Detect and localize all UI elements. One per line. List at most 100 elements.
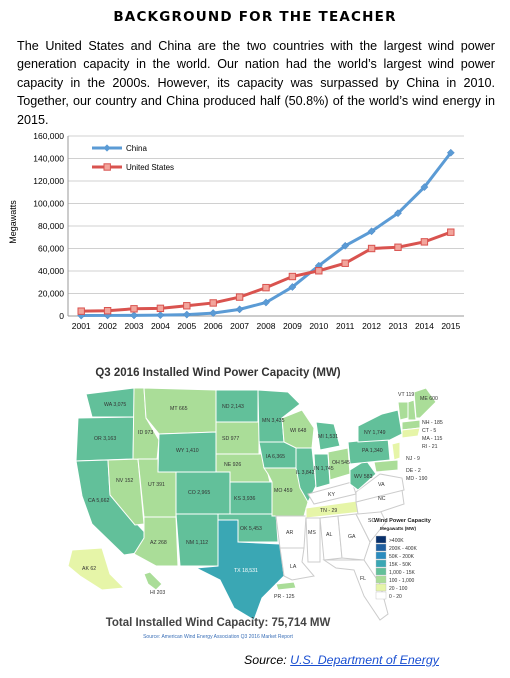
y-tick-label: 0 xyxy=(59,311,64,321)
label-ms: MS xyxy=(308,530,316,536)
legend-title: Wind Power Capacity xyxy=(374,518,432,524)
x-tick-label: 2003 xyxy=(125,321,144,331)
label-ks: KS 3,936 xyxy=(234,496,255,502)
label-ar: AR xyxy=(286,530,293,536)
label-in: IN 1,745 xyxy=(314,466,334,472)
china-point xyxy=(420,183,429,192)
state-tx xyxy=(194,519,285,621)
us-point xyxy=(183,302,191,310)
us-point xyxy=(315,267,323,275)
legend-item-label: 50K - 200K xyxy=(389,554,415,560)
china-point xyxy=(235,305,244,314)
legend-marker-us xyxy=(103,163,111,171)
label-mn: MN 3,435 xyxy=(262,418,285,424)
y-tick-label: 140,000 xyxy=(33,154,64,164)
label-me: ME 600 xyxy=(420,396,438,402)
legend-swatch xyxy=(375,575,387,584)
label-hi: HI 203 xyxy=(150,590,165,596)
state-fl xyxy=(322,559,389,621)
y-tick-label: 40,000 xyxy=(38,266,64,276)
label-de: DE - 2 xyxy=(406,468,421,474)
x-tick-label: 2007 xyxy=(230,321,249,331)
legend-label: United States xyxy=(126,163,174,172)
x-tick-label: 2008 xyxy=(257,321,276,331)
legend-swatch xyxy=(375,559,387,568)
y-tick-label: 160,000 xyxy=(33,131,64,141)
china-point xyxy=(182,310,191,319)
label-pr: PR - 125 xyxy=(274,594,295,600)
us-point xyxy=(209,299,217,307)
page-source: Source: U.S. Department of Energy xyxy=(244,653,439,667)
label-ok: OK 5,453 xyxy=(240,526,262,532)
label-tn: TN - 29 xyxy=(320,508,337,514)
map-title: Q3 2016 Installed Wind Power Capacity (M… xyxy=(95,367,340,379)
us-point xyxy=(288,272,297,281)
us-point xyxy=(367,244,376,253)
state-md-de xyxy=(373,459,399,473)
x-tick-label: 2014 xyxy=(415,321,434,331)
us-point xyxy=(394,243,402,251)
state-mi xyxy=(315,421,341,451)
x-tick-label: 2005 xyxy=(177,321,196,331)
us-point xyxy=(447,228,455,236)
legend-swatch xyxy=(375,567,387,576)
label-sd: SD 977 xyxy=(222,436,239,442)
label-il: IL 3,842 xyxy=(296,470,315,476)
label-sc: SC xyxy=(368,518,375,524)
y-tick-label: 100,000 xyxy=(33,199,64,209)
us-point xyxy=(156,304,165,313)
state-pr xyxy=(275,581,297,591)
us-point xyxy=(77,307,85,315)
x-tick-label: 2011 xyxy=(336,321,355,331)
us-point xyxy=(103,307,112,315)
label-fl: FL xyxy=(360,576,366,582)
label-mt: MT 665 xyxy=(170,406,188,412)
x-tick-label: 2002 xyxy=(98,321,117,331)
label-vt: VT 119 xyxy=(398,392,414,398)
state-hi xyxy=(143,571,163,591)
us-point xyxy=(262,283,270,292)
china-point xyxy=(288,283,297,291)
legend-item-label: 0 - 20 xyxy=(389,594,402,600)
wind-capacity-map: Q3 2016 Installed Wind Power Capacity (M… xyxy=(67,367,443,640)
label-nm: NM 1,112 xyxy=(186,540,208,546)
state-ga xyxy=(337,513,371,561)
legend-swatch xyxy=(375,535,387,544)
x-tick-label: 2009 xyxy=(283,321,302,331)
label-ky: KY xyxy=(328,492,335,498)
label-va: VA xyxy=(378,482,385,488)
us-point xyxy=(420,238,429,246)
us-states xyxy=(67,387,437,621)
china-point xyxy=(446,148,455,157)
legend-swatch xyxy=(375,551,387,560)
state-va xyxy=(355,473,405,503)
y-tick-label: 120,000 xyxy=(33,176,64,186)
legend-swatch xyxy=(375,591,387,600)
label-nv: NV 152 xyxy=(116,478,133,484)
label-or: OR 3,163 xyxy=(94,436,116,442)
china-point xyxy=(394,209,402,218)
y-tick-label: 60,000 xyxy=(38,244,64,254)
source-link[interactable]: U.S. Department of Energy xyxy=(290,653,439,667)
china-point xyxy=(130,311,138,320)
label-ak: AK 62 xyxy=(82,566,96,572)
legend-item-label: 20 - 100 xyxy=(389,586,408,592)
label-ne: NE 926 xyxy=(224,462,241,468)
state-labels: WA 3,075 OR 3,163 ID 973 MT 665 WY 1,410… xyxy=(82,392,443,600)
state-me xyxy=(413,387,437,419)
x-tick-label: 2010 xyxy=(309,321,328,331)
label-nc: NC xyxy=(378,496,386,502)
map-source: Source: American Wind Energy Association… xyxy=(143,634,293,640)
map-total: Total Installed Wind Capacity: 75,714 MW xyxy=(106,617,331,629)
x-tick-label: 2015 xyxy=(441,321,460,331)
label-az: AZ 268 xyxy=(150,540,167,546)
label-wa: WA 3,075 xyxy=(104,402,126,408)
intro-paragraph: The United States and China are the two … xyxy=(17,39,495,127)
x-tick-label: 2006 xyxy=(204,321,223,331)
label-ct: CT - 5 xyxy=(422,428,436,434)
map-legend: Wind Power Capacity Megawatts (MW) >400K… xyxy=(374,518,432,600)
x-tick-label: 2012 xyxy=(362,321,381,331)
source-label: Source: xyxy=(244,653,287,667)
page-heading: BACKGROUND FOR THE TEACHER xyxy=(113,9,397,25)
y-tick-label: 80,000 xyxy=(38,221,64,231)
